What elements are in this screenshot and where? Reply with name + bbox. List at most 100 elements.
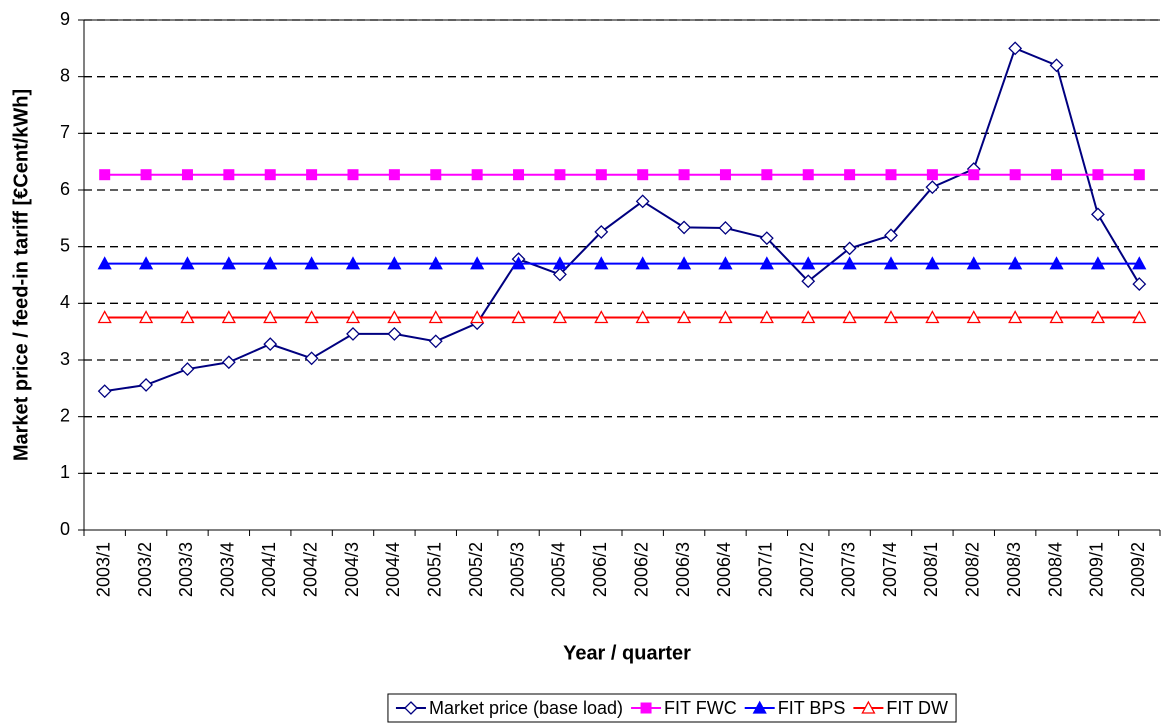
marker [842, 256, 857, 270]
marker [1092, 169, 1104, 181]
legend-label: FIT BPS [778, 698, 846, 718]
marker [470, 256, 485, 270]
marker [388, 169, 400, 181]
marker [968, 169, 980, 181]
marker [1090, 256, 1106, 270]
marker [511, 256, 526, 270]
marker [759, 231, 774, 246]
marker [470, 310, 485, 324]
marker [719, 169, 731, 181]
marker [345, 256, 361, 270]
marker [861, 700, 876, 714]
x-tick-label: 2004/4 [383, 542, 403, 597]
legend-label: FIT DW [886, 698, 948, 718]
marker [718, 221, 733, 235]
marker [97, 310, 112, 324]
y-tick-label: 0 [60, 519, 70, 539]
marker [428, 310, 443, 324]
marker [387, 256, 402, 270]
marker [97, 256, 112, 270]
x-tick-label: 2005/4 [549, 542, 569, 597]
marker [635, 310, 650, 324]
marker [387, 327, 402, 341]
marker [263, 337, 278, 352]
marker [883, 256, 899, 270]
marker [471, 169, 483, 181]
marker [925, 256, 940, 270]
marker [595, 169, 607, 181]
marker [676, 256, 692, 270]
x-tick-label: 2007/2 [797, 542, 817, 597]
y-tick-label: 3 [60, 349, 70, 369]
marker [1049, 310, 1064, 324]
marker [404, 701, 418, 715]
marker [345, 310, 361, 324]
marker [304, 310, 319, 324]
marker [346, 327, 360, 341]
marker [718, 310, 733, 324]
marker [1091, 207, 1105, 222]
marker [263, 310, 278, 324]
y-tick-label: 8 [60, 65, 70, 85]
marker [752, 700, 767, 714]
marker [678, 169, 690, 181]
x-tick-label: 2005/3 [507, 542, 527, 597]
x-axis-title: Year / quarter [563, 642, 691, 664]
marker [138, 310, 154, 324]
marker [966, 256, 981, 270]
y-tick-label: 2 [60, 405, 70, 425]
x-tick-label: 2009/2 [1128, 542, 1148, 597]
x-tick-label: 2004/3 [342, 542, 362, 597]
x-tick-label: 2006/3 [673, 542, 693, 597]
marker [676, 310, 692, 324]
legend-label: Market price (base load) [429, 698, 623, 718]
x-tick-label: 2003/3 [176, 542, 196, 597]
marker [594, 256, 609, 270]
marker [1051, 169, 1063, 181]
marker [552, 256, 568, 270]
y-tick-label: 5 [60, 235, 70, 255]
marker [263, 256, 278, 270]
marker [138, 256, 154, 270]
marker [1090, 310, 1106, 324]
marker [304, 351, 319, 366]
x-tick-label: 2008/2 [963, 542, 983, 597]
marker [306, 169, 318, 181]
legend: Market price (base load) FIT FWC FIT BPS FI… [387, 693, 957, 723]
x-tick-label: 2003/4 [218, 542, 238, 597]
marker [594, 225, 609, 239]
marker [842, 241, 857, 256]
marker [387, 310, 402, 324]
marker [761, 169, 773, 181]
marker [221, 256, 236, 270]
marker [347, 169, 359, 181]
x-tick-label: 2003/1 [93, 542, 113, 597]
marker [99, 169, 111, 181]
marker [883, 310, 899, 324]
marker [637, 169, 649, 181]
y-tick-label: 4 [60, 292, 70, 312]
x-tick-label: 2008/1 [921, 542, 941, 597]
marker [264, 169, 276, 181]
y-axis-title: Market price / feed-in tariff [€Cent/kWh… [10, 89, 32, 461]
marker [180, 310, 195, 324]
marker [635, 194, 650, 209]
marker [677, 220, 691, 235]
marker [180, 256, 195, 270]
marker [925, 180, 940, 195]
marker [511, 310, 526, 324]
marker [635, 256, 650, 270]
marker [181, 169, 193, 181]
marker [926, 169, 938, 181]
marker [221, 310, 236, 324]
marker [1133, 169, 1145, 181]
marker [1008, 256, 1023, 270]
marker [718, 256, 733, 270]
x-tick-label: 2006/1 [590, 542, 610, 597]
marker [552, 310, 568, 324]
x-tick-label: 2009/1 [1087, 542, 1107, 597]
marker [966, 310, 981, 324]
y-tick-label: 1 [60, 462, 70, 482]
marker [1132, 310, 1147, 324]
marker [1132, 277, 1147, 291]
